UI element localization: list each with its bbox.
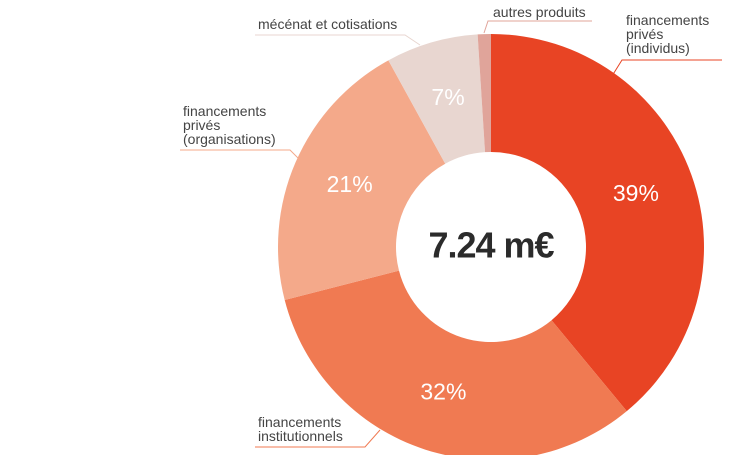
value-label: 21%	[327, 171, 373, 197]
leader-line	[483, 20, 592, 34]
donut-slice	[277, 60, 446, 300]
category-label: financements privés (individus)	[626, 12, 710, 56]
value-label: 7%	[431, 84, 464, 110]
category-label: mécénat et cotisations	[258, 16, 398, 32]
value-label: 39%	[613, 180, 659, 206]
donut-slice	[284, 270, 627, 455]
category-label: financements privés (organisations)	[183, 103, 276, 147]
leader-line	[255, 429, 381, 448]
value-label: 32%	[420, 379, 466, 405]
category-label: financements institutionnels	[258, 414, 343, 444]
donut-slice	[491, 34, 704, 412]
center-label: 7.24 m€	[428, 225, 554, 266]
donut-slice	[388, 34, 486, 164]
leader-line	[255, 34, 421, 46]
donut-slice	[477, 34, 491, 153]
leader-line	[180, 149, 301, 161]
category-label: autres produits	[493, 4, 586, 20]
leaders	[180, 20, 722, 448]
value-label: 1%	[483, 0, 504, 3]
leader-line	[611, 59, 722, 77]
